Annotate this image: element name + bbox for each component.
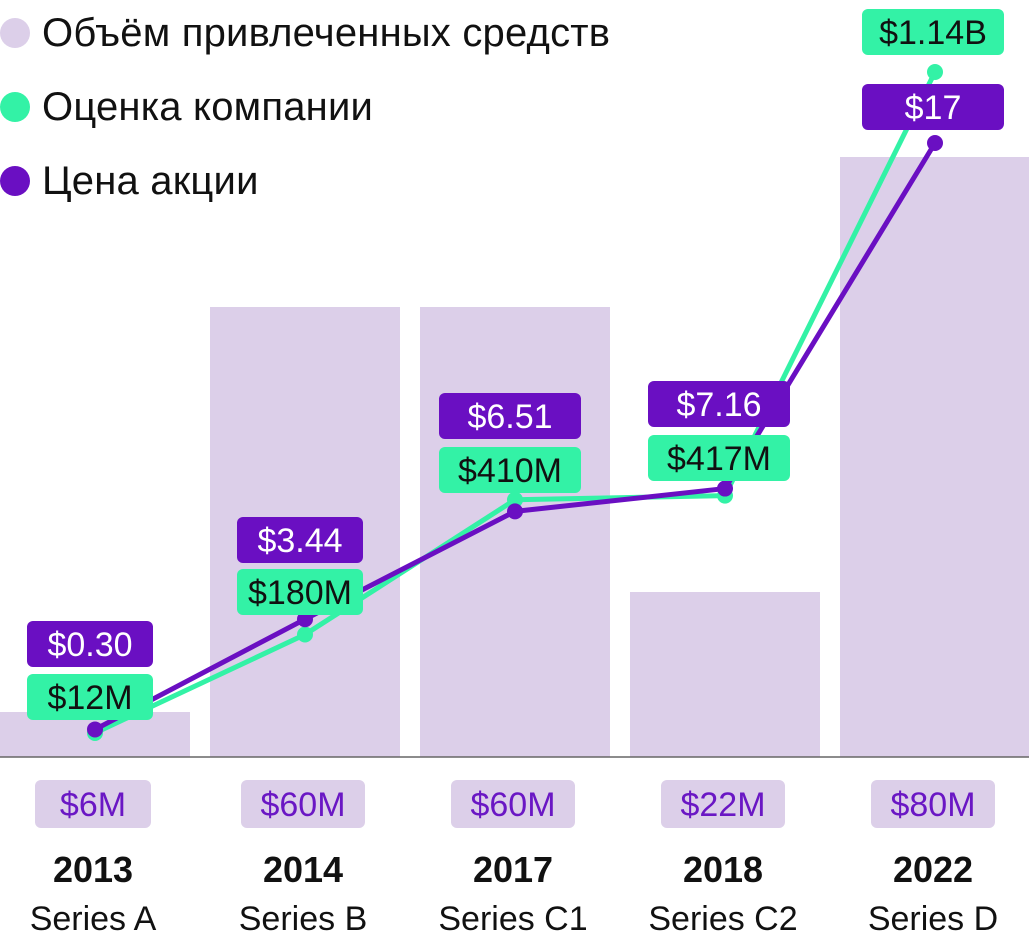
label-raised-2017: $60M xyxy=(470,786,555,824)
label-valuation-2022: $1.14B xyxy=(879,14,987,52)
label-share-price-2014: $3.44 xyxy=(257,522,342,560)
legend-dot-share-price xyxy=(0,166,30,196)
label-raised-2018-bg xyxy=(661,780,785,828)
legend-label-valuation: Оценка компании xyxy=(42,84,374,129)
x-tick-round-2013: Series A xyxy=(30,900,157,938)
label-share-price-2022-bg xyxy=(862,84,1004,130)
point-share-price-2018 xyxy=(717,480,733,497)
point-valuation-2017 xyxy=(507,491,523,508)
label-raised-2022: $80M xyxy=(890,786,975,824)
legend: Объём привлеченных средств Оценка компан… xyxy=(0,11,610,236)
x-tick-round-2022: Series D xyxy=(868,900,998,938)
legend-item-raised: Объём привлеченных средств xyxy=(0,11,610,55)
lines-layer xyxy=(87,64,943,741)
label-share-price-2018: $7.16 xyxy=(676,386,761,424)
legend-dot-raised xyxy=(0,18,30,48)
point-share-price-2014 xyxy=(297,611,313,628)
legend-item-share-price: Цена акции xyxy=(0,159,610,203)
point-valuation-2022 xyxy=(927,64,943,80)
point-share-price-2013 xyxy=(87,721,103,738)
legend-label-raised: Объём привлеченных средств xyxy=(42,10,611,55)
x-tick-round-2017: Series C1 xyxy=(438,900,587,938)
x-tick-year-2022: 2022 xyxy=(893,849,973,890)
legend-item-valuation: Оценка компании xyxy=(0,85,610,129)
x-tick-round-2014: Series B xyxy=(239,900,368,938)
label-valuation-2018-bg xyxy=(648,435,790,481)
label-raised-2013: $6M xyxy=(60,786,126,824)
label-valuation-2013: $12M xyxy=(47,679,132,717)
label-share-price-2014-bg xyxy=(237,517,363,563)
x-axis-labels: $6M 2013 Series A $60M 2014 Series B $60M 2017 S… xyxy=(30,780,998,938)
x-tick-year-2018: 2018 xyxy=(683,849,763,890)
label-valuation-2017-bg xyxy=(439,447,581,493)
label-valuation-2014-bg xyxy=(237,569,363,615)
label-raised-2018: $22M xyxy=(680,786,765,824)
x-tick-round-2018: Series C2 xyxy=(648,900,797,938)
label-valuation-2017: $410M xyxy=(458,452,562,490)
label-raised-2014-bg xyxy=(241,780,365,828)
point-share-price-2017 xyxy=(507,503,523,520)
label-share-price-2018-bg xyxy=(648,381,790,427)
legend-dot-valuation xyxy=(0,92,30,122)
label-share-price-2022: $17 xyxy=(905,89,962,127)
bar-raised-2017 xyxy=(420,307,610,757)
label-valuation-2014: $180M xyxy=(248,574,352,612)
bar-raised-2022 xyxy=(840,157,1029,757)
point-valuation-2014 xyxy=(297,626,313,643)
x-tick-year-2013: 2013 xyxy=(53,849,133,890)
x-tick-year-2014: 2014 xyxy=(263,849,343,890)
bar-raised-2018 xyxy=(630,592,820,757)
data-labels-layer: $0.30 $12M $3.44 $180M $6.51 $410M $7.16 $417M $… xyxy=(27,9,1004,720)
label-valuation-2022-bg xyxy=(862,9,1004,55)
label-raised-2022-bg xyxy=(871,780,995,828)
point-share-price-2022 xyxy=(927,135,943,151)
label-share-price-2013-bg xyxy=(27,621,153,667)
x-tick-year-2017: 2017 xyxy=(473,849,553,890)
label-share-price-2017-bg xyxy=(439,393,581,439)
label-raised-2013-bg xyxy=(35,780,151,828)
bars-layer xyxy=(0,157,1029,757)
label-raised-2017-bg xyxy=(451,780,575,828)
label-valuation-2013-bg xyxy=(27,674,153,720)
label-valuation-2018: $417M xyxy=(667,440,771,478)
label-share-price-2017: $6.51 xyxy=(467,398,552,436)
label-raised-2014: $60M xyxy=(260,786,345,824)
label-share-price-2013: $0.30 xyxy=(47,626,132,664)
legend-label-share-price: Цена акции xyxy=(42,158,259,203)
